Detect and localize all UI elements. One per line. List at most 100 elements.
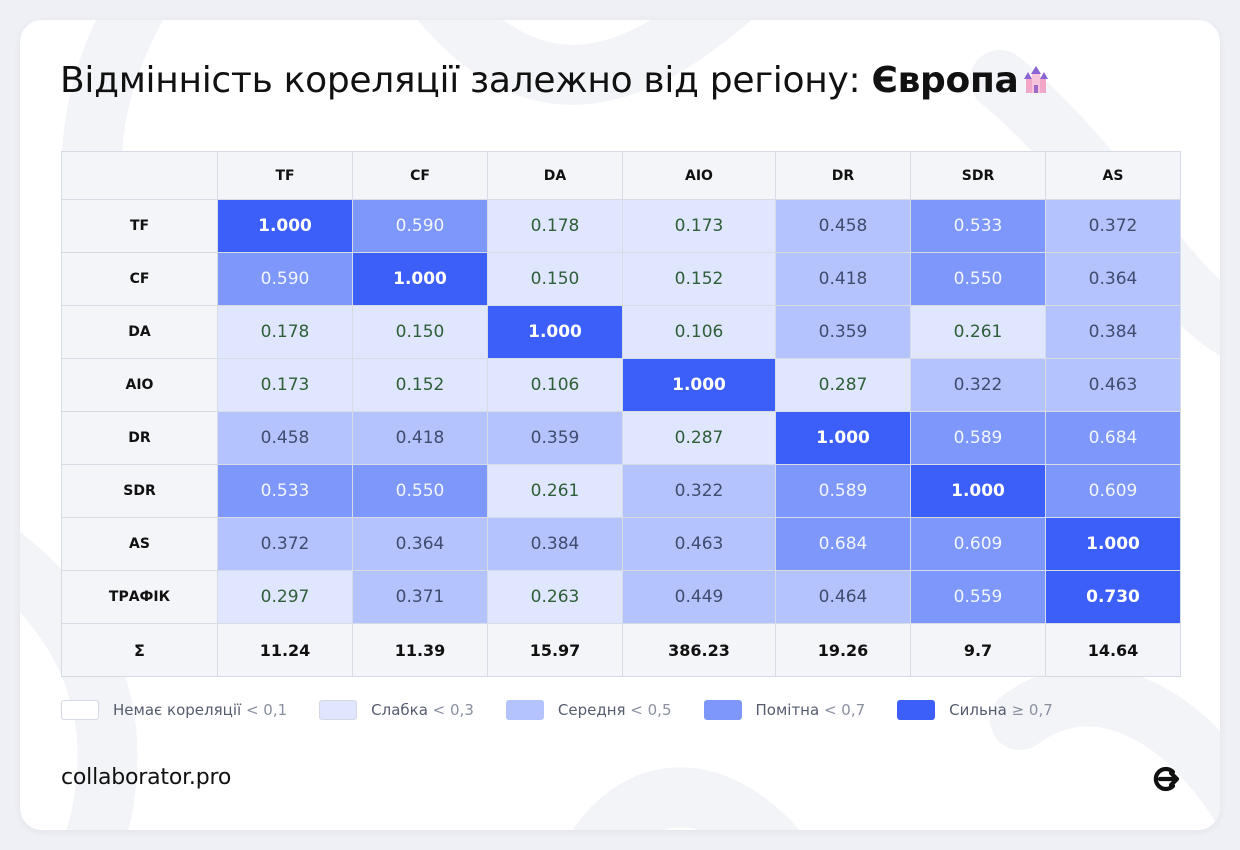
heatmap-cell: 0.178 [217,305,353,359]
row-header: AIO [61,358,218,412]
heatmap-cell: 0.173 [622,199,776,253]
heatmap-cell: 0.322 [910,358,1046,412]
row-header: TF [61,199,218,253]
column-header-aio: AIO [622,151,776,200]
heatmap-cell: 0.359 [487,411,623,465]
heatmap-cell: 0.550 [910,252,1046,306]
heatmap-cell: 0.287 [775,358,911,412]
legend-label-text: Сильна [949,701,1007,719]
heatmap-cell: 0.589 [910,411,1046,465]
heatmap-cell: 0.463 [622,517,776,571]
table-row: TF 1.000 0.590 0.178 0.173 0.458 0.533 0.372 [61,199,1181,253]
heatmap-cell: 1.000 [217,199,353,253]
title-prefix: Відмінність кореляції залежно від регіон… [60,60,872,101]
legend-label: Середня < 0,5 [558,701,672,719]
table-row: AS 0.372 0.364 0.384 0.463 0.684 0.609 1.000 [61,517,1181,571]
heatmap-cell: 0.384 [1045,305,1181,359]
heatmap-cell: 0.463 [1045,358,1181,412]
heatmap-cell: 0.287 [622,411,776,465]
legend-swatch [703,700,742,720]
legend-label: Немає кореляції < 0,1 [113,701,287,719]
heatmap-cell: 0.152 [352,358,488,412]
title-region: Європа [871,60,1019,101]
heatmap-cell: 0.364 [1045,252,1181,306]
column-header-sdr: SDR [910,151,1046,200]
heatmap-cell: 1.000 [352,252,488,306]
heatmap-cell: 0.464 [775,570,911,624]
row-header: DR [61,411,218,465]
heatmap-cell: 0.609 [910,517,1046,571]
brand-name: collaborator.pro [61,765,232,790]
heatmap-cell: 1.000 [487,305,623,359]
legend-item: Середня < 0,5 [505,700,672,720]
legend: Немає кореляції < 0,1 Слабка < 0,3 Середня… [61,700,1085,720]
heatmap-cell: 0.261 [487,464,623,518]
legend-threshold: < 0,1 [241,701,288,719]
legend-threshold: < 0,5 [625,701,672,719]
sum-cell: 9.7 [910,623,1046,677]
heatmap-cell: 0.106 [622,305,776,359]
table-row: CF 0.590 1.000 0.150 0.152 0.418 0.550 0.364 [61,252,1181,306]
legend-item: Сильна ≥ 0,7 [897,700,1053,720]
heatmap-cell: 1.000 [910,464,1046,518]
legend-swatch [319,700,358,720]
sum-cell: 14.64 [1045,623,1181,677]
legend-item: Немає кореляції < 0,1 [61,700,287,720]
row-header: DA [61,305,218,359]
legend-label-text: Слабка [371,701,428,719]
heatmap-cell: 0.372 [217,517,353,571]
heatmap-cell: 0.533 [910,199,1046,253]
legend-label: Сильна ≥ 0,7 [949,701,1053,719]
table-row: DR 0.458 0.418 0.359 0.287 1.000 0.589 0.684 [61,411,1181,465]
heatmap-cell: 0.418 [775,252,911,306]
row-header: CF [61,252,218,306]
correlation-matrix: TF CF DA AIO DR SDR AS TF 1.000 0.590 0.178 0.173 0… [61,151,1181,677]
heatmap-cell: 0.590 [217,252,353,306]
heatmap-cell: 0.550 [352,464,488,518]
heatmap-cell: 0.684 [775,517,911,571]
heatmap-cell: 1.000 [622,358,776,412]
heatmap-cell: 0.372 [1045,199,1181,253]
legend-swatch [61,700,99,720]
heatmap-cell: 0.263 [487,570,623,624]
heatmap-cell: 0.418 [352,411,488,465]
sum-row-label: Σ [61,623,218,677]
heatmap-cell: 0.371 [352,570,488,624]
column-header-dr: DR [775,151,911,200]
sum-cell: 11.39 [352,623,488,677]
heatmap-cell: 0.589 [775,464,911,518]
heatmap-cell: 1.000 [1045,517,1181,571]
column-header-row: TF CF DA AIO DR SDR AS [61,151,1181,200]
table-row: SDR 0.533 0.550 0.261 0.322 0.589 1.000 0.609 [61,464,1181,518]
heatmap-cell: 0.458 [217,411,353,465]
heatmap-cell: 0.150 [352,305,488,359]
collaborator-logo-icon [1153,766,1180,792]
heatmap-cell: 0.106 [487,358,623,412]
heatmap-cell: 0.261 [910,305,1046,359]
heatmap-cell: 0.364 [352,517,488,571]
legend-label: Слабка < 0,3 [371,701,474,719]
heatmap-cell: 1.000 [775,411,911,465]
legend-swatch [505,700,544,720]
heatmap-cell: 0.173 [217,358,353,412]
row-header: AS [61,517,218,571]
table-row: AIO 0.173 0.152 0.106 1.000 0.287 0.322 0.463 [61,358,1181,412]
legend-label: Помітна < 0,7 [756,701,866,719]
legend-item: Помітна < 0,7 [703,700,866,720]
heatmap-cell: 0.359 [775,305,911,359]
column-header-da: DA [487,151,623,200]
sum-cell: 15.97 [487,623,623,677]
column-header-tf: TF [217,151,353,200]
row-header: SDR [61,464,218,518]
row-header: ТРАФІК [61,570,218,624]
legend-threshold: < 0,3 [427,701,474,719]
heatmap-cell: 0.384 [487,517,623,571]
sum-row: Σ 11.24 11.39 15.97 386.23 19.26 9.7 14.64 [61,623,1181,677]
table-row: ТРАФІК 0.297 0.371 0.263 0.449 0.464 0.559 0.73… [61,570,1181,624]
heatmap-cell: 0.449 [622,570,776,624]
table-row: DA 0.178 0.150 1.000 0.106 0.359 0.261 0.384 [61,305,1181,359]
legend-threshold: ≥ 0,7 [1006,701,1053,719]
heatmap-cell: 0.730 [1045,570,1181,624]
heatmap-cell: 0.150 [487,252,623,306]
column-header-cf: CF [352,151,488,200]
